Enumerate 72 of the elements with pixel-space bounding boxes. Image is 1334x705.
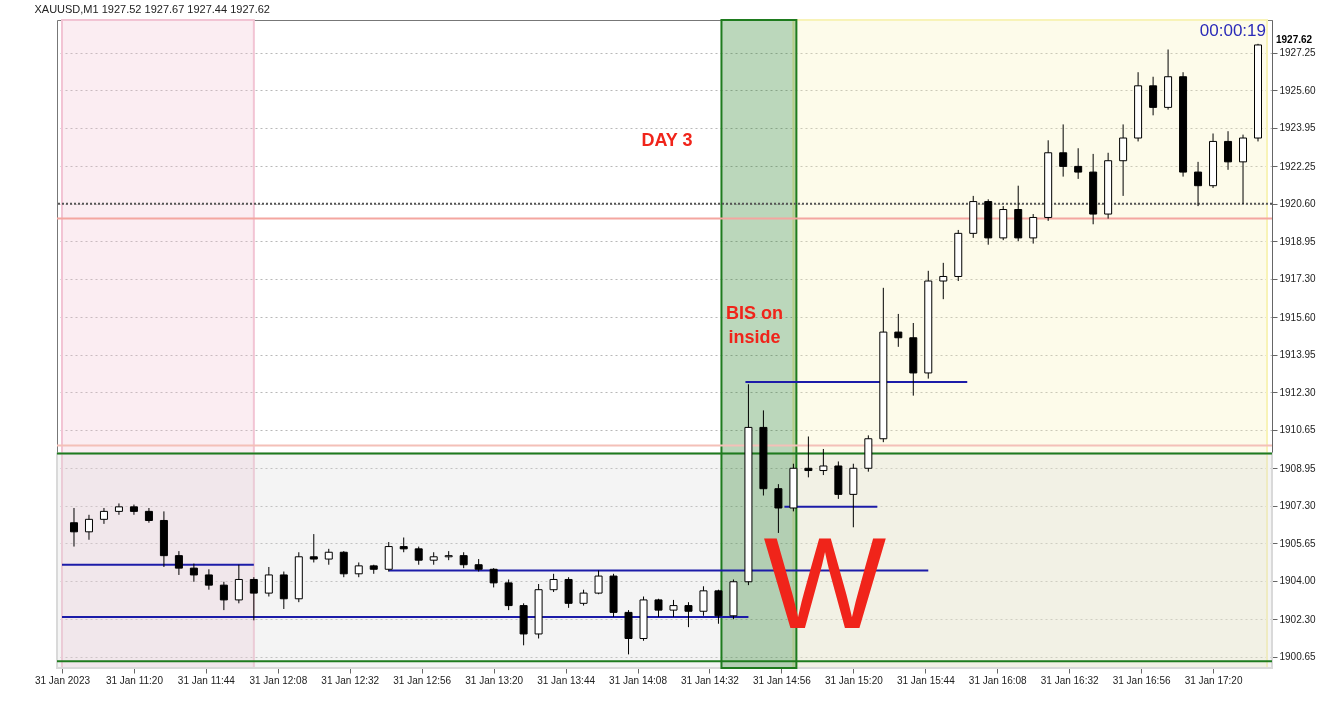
x-tick-label: 31 Jan 16:56 xyxy=(1112,674,1171,686)
y-tick-label: 1900.65 xyxy=(1279,651,1317,663)
y-tick-label: 1908.95 xyxy=(1279,462,1317,474)
x-tick-label: 31 Jan 2023 xyxy=(34,674,91,686)
candlestick xyxy=(819,448,828,476)
x-tick-label: 31 Jan 11:44 xyxy=(177,674,236,686)
candlestick xyxy=(1074,147,1083,180)
annotation: BIS on inside xyxy=(725,303,783,348)
y-tick-label: 1923.95 xyxy=(1279,122,1317,134)
candlestick xyxy=(219,581,228,611)
y-tick-label: 1917.30 xyxy=(1279,273,1317,285)
annotation: 00:00:19 xyxy=(1199,21,1266,40)
candlestick xyxy=(384,541,393,573)
candlestick xyxy=(1224,130,1233,171)
y-tick-label: 1915.60 xyxy=(1279,311,1317,323)
candlestick xyxy=(309,533,318,563)
x-tick-label: 31 Jan 15:44 xyxy=(896,674,956,686)
y-tick-label: 1913.95 xyxy=(1279,349,1317,361)
candlestick xyxy=(339,550,348,578)
candlestick xyxy=(264,566,273,597)
y-tick-label: 1907.30 xyxy=(1279,500,1317,512)
candlestick xyxy=(279,571,288,610)
x-tick-label: 31 Jan 15:20 xyxy=(824,674,884,686)
candlestick xyxy=(204,568,213,591)
candlestick xyxy=(1149,76,1158,116)
y-tick-label: 1902.30 xyxy=(1279,613,1317,625)
y-tick-label: 1927.25 xyxy=(1279,47,1317,59)
candlestick xyxy=(549,573,558,593)
annotation: 1927.62 xyxy=(1276,33,1313,45)
x-tick-label: 31 Jan 12:32 xyxy=(321,674,380,686)
annotation: DAY 3 xyxy=(641,130,693,151)
y-tick-label: 1904.00 xyxy=(1279,575,1317,587)
candlestick xyxy=(804,435,813,478)
candlestick xyxy=(939,262,948,300)
y-tick-label: 1905.65 xyxy=(1279,537,1317,549)
candlestick xyxy=(699,585,708,617)
x-tick-label: 31 Jan 12:56 xyxy=(393,674,452,686)
y-tick-label: 1918.95 xyxy=(1279,235,1317,247)
candlestick xyxy=(189,563,198,583)
candlestick xyxy=(489,567,498,588)
x-tick-label: 31 Jan 16:32 xyxy=(1040,674,1100,686)
candlestick xyxy=(894,313,903,348)
chart-title: XAUUSD,M1 1927.52 1927.67 1927.44 1927.62 xyxy=(34,3,270,15)
y-tick-label: 1925.60 xyxy=(1279,84,1317,96)
x-tick-label: 31 Jan 13:20 xyxy=(465,674,524,686)
candlestick xyxy=(504,578,513,611)
y-tick-label: 1912.30 xyxy=(1279,386,1317,398)
x-tick-label: 31 Jan 16:08 xyxy=(968,674,1028,686)
candlestick xyxy=(84,514,93,541)
y-tick-label: 1910.65 xyxy=(1279,424,1317,436)
candlestick xyxy=(234,564,243,604)
x-tick-label: 31 Jan 14:32 xyxy=(681,674,740,686)
y-tick-label: 1922.25 xyxy=(1279,160,1317,172)
candlestick xyxy=(69,507,78,548)
candlestick xyxy=(249,576,258,621)
x-tick-label: 31 Jan 13:44 xyxy=(537,674,596,686)
candlestick xyxy=(1239,134,1248,205)
x-tick-label: 31 Jan 12:08 xyxy=(249,674,308,686)
candlestick xyxy=(1059,123,1068,178)
x-tick-label: 31 Jan 11:20 xyxy=(105,674,164,686)
x-tick-label: 31 Jan 14:56 xyxy=(752,674,812,686)
candlestick xyxy=(114,502,123,516)
candlestick xyxy=(1029,213,1038,245)
candlestick xyxy=(174,550,183,576)
candlestick xyxy=(414,546,423,566)
x-tick-label: 31 Jan 17:20 xyxy=(1184,674,1243,686)
candlestick xyxy=(684,601,693,628)
x-tick-label: 31 Jan 14:08 xyxy=(609,674,668,686)
candlestick xyxy=(1119,123,1128,197)
candlestick xyxy=(1194,161,1203,207)
y-tick-label: 1920.60 xyxy=(1279,198,1317,210)
candlestick xyxy=(564,576,573,609)
